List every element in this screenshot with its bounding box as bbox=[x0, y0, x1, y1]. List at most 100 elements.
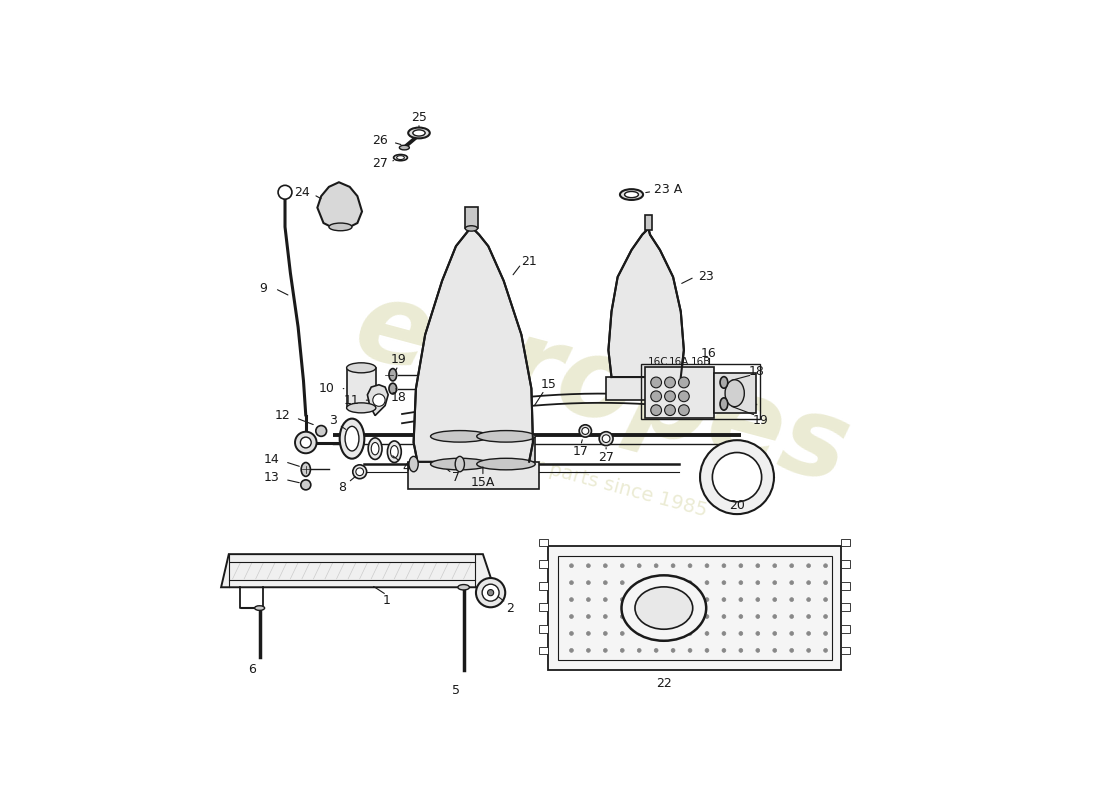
Bar bbox=[465, 207, 477, 229]
Circle shape bbox=[773, 581, 777, 585]
Ellipse shape bbox=[389, 383, 397, 394]
Circle shape bbox=[651, 377, 661, 388]
Circle shape bbox=[689, 564, 692, 568]
Polygon shape bbox=[608, 229, 684, 377]
Text: 20: 20 bbox=[729, 499, 745, 512]
Ellipse shape bbox=[720, 398, 728, 410]
Ellipse shape bbox=[345, 426, 359, 451]
Circle shape bbox=[637, 564, 641, 568]
Text: 4: 4 bbox=[402, 461, 410, 474]
Text: 21: 21 bbox=[521, 255, 537, 268]
Bar bbox=[539, 538, 548, 546]
Text: 8: 8 bbox=[338, 481, 346, 494]
Ellipse shape bbox=[430, 430, 490, 442]
Text: 24: 24 bbox=[294, 186, 310, 198]
Polygon shape bbox=[476, 436, 536, 464]
Ellipse shape bbox=[725, 380, 745, 406]
Bar bbox=[539, 625, 548, 633]
Circle shape bbox=[604, 614, 607, 618]
Circle shape bbox=[604, 581, 607, 585]
Ellipse shape bbox=[476, 458, 536, 470]
Circle shape bbox=[824, 614, 827, 618]
Text: 26: 26 bbox=[373, 134, 388, 147]
Text: a division for parts since 1985: a division for parts since 1985 bbox=[419, 426, 708, 521]
Circle shape bbox=[722, 581, 726, 585]
Circle shape bbox=[664, 391, 675, 402]
Circle shape bbox=[278, 186, 292, 199]
Ellipse shape bbox=[582, 427, 588, 434]
Circle shape bbox=[756, 614, 760, 618]
Text: 12: 12 bbox=[275, 409, 290, 422]
Circle shape bbox=[679, 405, 690, 415]
Bar bbox=[840, 538, 850, 546]
Circle shape bbox=[671, 581, 675, 585]
Circle shape bbox=[586, 649, 591, 652]
Text: 1: 1 bbox=[383, 594, 390, 607]
Bar bbox=[548, 546, 840, 670]
Circle shape bbox=[637, 598, 641, 602]
Circle shape bbox=[824, 649, 827, 652]
Text: 27: 27 bbox=[598, 451, 614, 464]
Circle shape bbox=[806, 598, 811, 602]
Polygon shape bbox=[318, 182, 362, 229]
Bar bbox=[408, 462, 539, 489]
Ellipse shape bbox=[300, 437, 311, 448]
Circle shape bbox=[671, 614, 675, 618]
Circle shape bbox=[620, 564, 624, 568]
Circle shape bbox=[570, 649, 573, 652]
Polygon shape bbox=[414, 227, 534, 462]
Circle shape bbox=[620, 614, 624, 618]
Ellipse shape bbox=[295, 432, 317, 454]
Circle shape bbox=[705, 581, 708, 585]
Circle shape bbox=[651, 391, 661, 402]
Circle shape bbox=[773, 598, 777, 602]
Ellipse shape bbox=[409, 456, 418, 472]
Circle shape bbox=[773, 564, 777, 568]
Circle shape bbox=[722, 614, 726, 618]
Circle shape bbox=[790, 598, 793, 602]
Circle shape bbox=[790, 581, 793, 585]
Text: 23 A: 23 A bbox=[653, 183, 682, 197]
Ellipse shape bbox=[625, 191, 638, 198]
Ellipse shape bbox=[458, 585, 470, 590]
Circle shape bbox=[654, 614, 658, 618]
Ellipse shape bbox=[368, 438, 382, 459]
Circle shape bbox=[806, 614, 811, 618]
Circle shape bbox=[620, 649, 624, 652]
Ellipse shape bbox=[300, 480, 311, 490]
Bar bbox=[539, 603, 548, 611]
Text: 14: 14 bbox=[263, 453, 279, 466]
Circle shape bbox=[689, 631, 692, 635]
Circle shape bbox=[637, 581, 641, 585]
Circle shape bbox=[654, 631, 658, 635]
Ellipse shape bbox=[476, 578, 505, 607]
Circle shape bbox=[604, 598, 607, 602]
Circle shape bbox=[806, 649, 811, 652]
Ellipse shape bbox=[455, 456, 464, 472]
Bar bbox=[539, 646, 548, 654]
Circle shape bbox=[739, 598, 742, 602]
Circle shape bbox=[654, 649, 658, 652]
Circle shape bbox=[790, 564, 793, 568]
Ellipse shape bbox=[412, 130, 426, 136]
Ellipse shape bbox=[720, 377, 728, 388]
Bar bbox=[714, 373, 757, 414]
Circle shape bbox=[570, 564, 573, 568]
Bar bbox=[539, 560, 548, 568]
Text: 19: 19 bbox=[390, 353, 406, 366]
Circle shape bbox=[654, 598, 658, 602]
Ellipse shape bbox=[482, 584, 499, 601]
Text: 27: 27 bbox=[373, 158, 388, 170]
Circle shape bbox=[689, 581, 692, 585]
Ellipse shape bbox=[399, 146, 409, 150]
Ellipse shape bbox=[600, 432, 613, 446]
Ellipse shape bbox=[346, 403, 376, 413]
Bar bbox=[558, 556, 832, 661]
Circle shape bbox=[604, 649, 607, 652]
Circle shape bbox=[604, 631, 607, 635]
Bar bbox=[840, 625, 850, 633]
Ellipse shape bbox=[355, 468, 364, 476]
Circle shape bbox=[586, 598, 591, 602]
Ellipse shape bbox=[301, 462, 310, 476]
Circle shape bbox=[586, 631, 591, 635]
